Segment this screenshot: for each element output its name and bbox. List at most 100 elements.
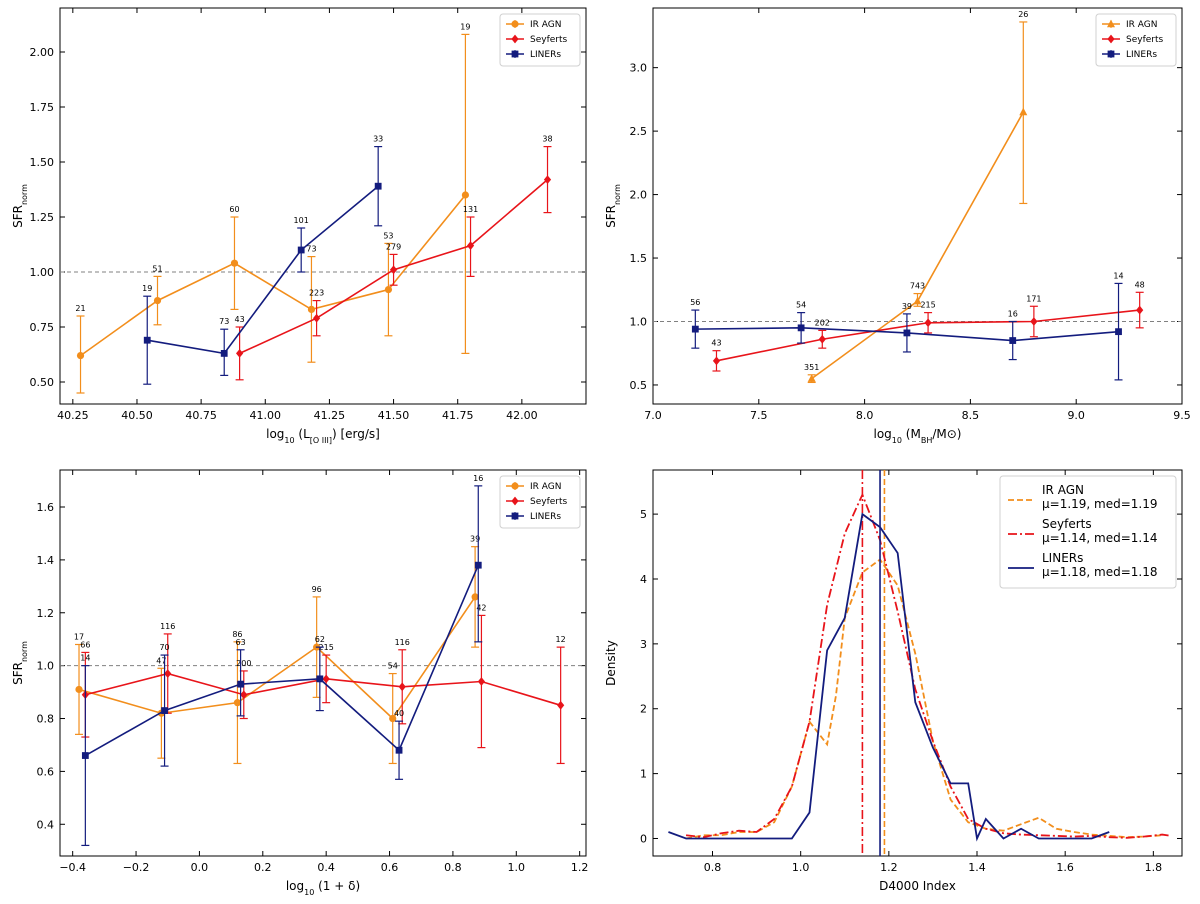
label-part-lsub: [O III] xyxy=(310,436,332,445)
label-part-tail: ) [erg/s] xyxy=(332,427,380,441)
count-label: 19 xyxy=(142,284,152,293)
count-label: 73 xyxy=(306,245,316,254)
x-tick-label: 1.4 xyxy=(968,861,986,874)
data-point xyxy=(543,175,552,184)
x-tick-label: 1.0 xyxy=(508,861,526,874)
x-axis-title: log10 (1 + δ) xyxy=(286,879,360,897)
data-point xyxy=(1030,317,1038,326)
legend-swatch-marker xyxy=(1107,50,1115,58)
legend-entry-name: Seyferts xyxy=(1042,517,1092,531)
count-label: 48 xyxy=(1135,280,1145,289)
x-tick-label: 1.8 xyxy=(1145,861,1163,874)
legend-entry: IR AGN xyxy=(530,482,561,492)
y-tick-label: 0.50 xyxy=(30,376,55,389)
x-axis-title: log10 (L[O III]) [erg/s] xyxy=(266,427,380,445)
series-seyferts: 66 116 200 215 116 42 12 xyxy=(80,603,566,765)
data-point xyxy=(474,561,482,569)
y-tick-label: 1 xyxy=(640,768,647,781)
label-part-rest: (1 + δ) xyxy=(314,879,360,893)
label-part-base: Density xyxy=(604,640,618,686)
y-tick-label: 3.0 xyxy=(630,62,648,75)
series-ir-agn: 17 47 86 96 54 39 xyxy=(74,535,480,765)
legend-entry: LINERs xyxy=(530,50,561,60)
y-tick-label: 0.75 xyxy=(30,321,55,334)
y-tick-label: 1.0 xyxy=(630,316,648,329)
count-label: 38 xyxy=(542,135,552,144)
data-point xyxy=(1115,328,1122,336)
data-point xyxy=(297,246,305,254)
legend-swatch-marker xyxy=(1107,34,1115,44)
count-label: 51 xyxy=(152,264,162,273)
count-label: 33 xyxy=(373,135,383,144)
legend-box xyxy=(999,475,1177,589)
count-label: 40 xyxy=(394,709,404,718)
panel-oiii-luminancy: 40.25 40.50 40.75 41.00 41.25 41.50 41.75 42.00… xyxy=(11,7,587,445)
y-tick-label: 1.00 xyxy=(30,266,55,279)
x-tick-label: 9.5 xyxy=(1173,409,1191,422)
count-label: 116 xyxy=(395,638,410,647)
x-tick-label: 0.6 xyxy=(381,861,399,874)
label-part-sub: 10 xyxy=(304,888,314,897)
x-tick-label: 1.6 xyxy=(1056,861,1074,874)
x-tick-label: 0.2 xyxy=(254,861,272,874)
label-part-base: D4000 Index xyxy=(879,879,956,893)
data-point xyxy=(913,296,922,305)
series-line xyxy=(78,596,476,720)
data-point xyxy=(395,746,403,754)
data-point xyxy=(230,259,239,267)
data-point xyxy=(153,297,162,305)
count-label: 101 xyxy=(294,216,309,225)
legend-swatch-marker xyxy=(511,20,519,28)
data-point xyxy=(461,191,470,199)
legend-swatch-marker xyxy=(511,512,519,520)
x-tick-label: 0.8 xyxy=(704,861,722,874)
plot-frame xyxy=(59,7,587,405)
series-line xyxy=(84,564,480,757)
count-label: 171 xyxy=(1026,294,1041,303)
y-tick-label: 2.00 xyxy=(30,46,55,59)
data-point xyxy=(237,680,245,688)
x-tick-label: 0.8 xyxy=(444,861,462,874)
x-tick-label: 42.00 xyxy=(506,409,538,422)
series-seyferts: 43 202 215 171 48 xyxy=(711,280,1145,372)
count-label: 12 xyxy=(556,635,566,644)
data-point xyxy=(924,318,932,328)
x-axis-title: log10 (MBH/M⊙) xyxy=(874,427,962,445)
legend-entry: IR AGN xyxy=(1126,20,1157,30)
count-label: 21 xyxy=(75,304,85,313)
count-label: 54 xyxy=(388,662,398,671)
data-point xyxy=(1136,305,1144,315)
label-part-sub: norm xyxy=(20,641,29,662)
plot-frame xyxy=(652,7,1183,405)
data-point xyxy=(807,374,816,382)
x-tick-label: 1.0 xyxy=(792,861,810,874)
count-label: 16 xyxy=(1008,310,1018,319)
x-tick-label: 8.0 xyxy=(856,409,874,422)
y-tick-label: 1.75 xyxy=(30,101,55,114)
y-tick-label: 0.6 xyxy=(37,765,55,778)
legend-entry-name: IR AGN xyxy=(1042,483,1084,497)
y-tick-label: 1.5 xyxy=(630,252,648,265)
x-tick-label: −0.2 xyxy=(123,861,150,874)
series-line xyxy=(80,194,467,357)
label-part-base: SFR xyxy=(604,205,618,228)
x-tick-label: 41.00 xyxy=(250,409,282,422)
label-part-tail: /M⊙) xyxy=(932,427,961,441)
y-tick-label: 2.0 xyxy=(630,189,648,202)
y-axis-title: Density xyxy=(604,640,618,686)
label-part-base: log xyxy=(286,879,304,893)
data-point xyxy=(389,265,398,275)
count-label: 14 xyxy=(1113,271,1123,280)
series-liners: 19 73 101 33 xyxy=(142,135,383,385)
data-point xyxy=(477,677,486,686)
x-tick-label: 8.5 xyxy=(962,409,980,422)
x-tick-label: 40.75 xyxy=(185,409,217,422)
y-tick-label: 1.25 xyxy=(30,211,55,224)
x-tick-label: 0.0 xyxy=(191,861,209,874)
y-axis-title: SFRnorm xyxy=(11,184,29,228)
y-tick-label: 0.5 xyxy=(630,379,648,392)
count-label: 60 xyxy=(229,205,239,214)
data-point xyxy=(384,286,393,294)
x-tick-label: 41.25 xyxy=(314,409,346,422)
